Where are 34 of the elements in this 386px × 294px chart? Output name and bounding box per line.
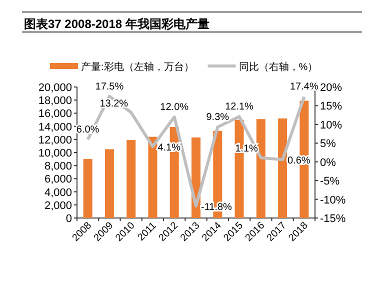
y-tick-label: 6,000: [44, 174, 72, 186]
y-tick-label: 4,000: [44, 186, 72, 199]
data-label: 12.1%: [225, 102, 254, 113]
bar: [83, 159, 92, 218]
y2-tick-label: -5%: [320, 176, 340, 188]
y2-tick-label: -10%: [320, 194, 346, 206]
y-tick-label: 14,000: [38, 121, 72, 134]
y-tick-label: 20,000: [38, 82, 72, 94]
bar: [104, 149, 114, 218]
y-tick-label: 12,000: [38, 134, 72, 146]
chart-title: 图表37 2008-2018 年我国彩电产量: [24, 17, 210, 31]
y2-tick-label: 20%: [320, 82, 342, 94]
bar: [278, 118, 288, 218]
y-tick-label: 16,000: [38, 108, 72, 120]
data-label: 12.0%: [160, 102, 189, 113]
bar: [148, 136, 158, 218]
y2-tick-label: 0%: [320, 156, 336, 169]
legend-label: 同比（右轴，%）: [238, 61, 318, 73]
bar: [256, 119, 266, 218]
y-tick-label: 8,000: [44, 160, 72, 173]
y2-tick-label: 10%: [320, 119, 342, 132]
legend-label: 产量:彩电（左轴，万台）: [81, 61, 194, 73]
y-tick-label: 18,000: [38, 95, 72, 108]
data-label: 17.5%: [95, 81, 124, 92]
y2-tick-label: 5%: [320, 138, 336, 150]
data-label: 17.4%: [290, 82, 318, 93]
y-tick-label: 10,000: [38, 148, 72, 160]
y-tick-label: 2,000: [44, 200, 72, 212]
y2-tick-label: -15%: [320, 213, 346, 225]
y-tick-label: 0: [66, 213, 72, 225]
y2-tick-label: 15%: [320, 100, 342, 113]
data-label: 13.2%: [100, 98, 128, 110]
bar: [126, 140, 136, 218]
data-label: 9.3%: [206, 112, 230, 124]
